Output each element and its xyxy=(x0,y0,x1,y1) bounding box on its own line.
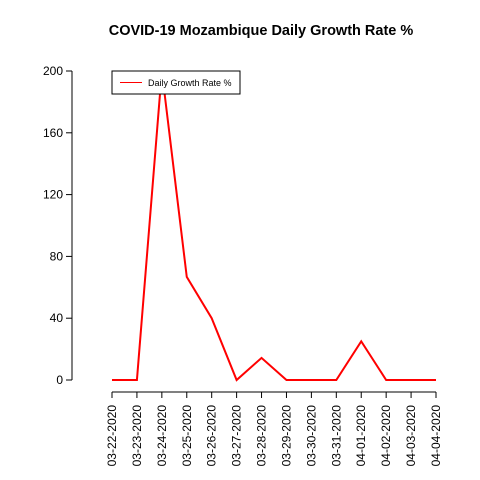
x-tick-label: 03-24-2020 xyxy=(155,405,169,467)
x-tick-label: 03-27-2020 xyxy=(230,405,244,467)
x-tick-label: 04-04-2020 xyxy=(429,405,443,467)
x-tick-label: 04-03-2020 xyxy=(404,405,418,467)
x-tick-label: 03-29-2020 xyxy=(279,405,293,467)
legend-box xyxy=(111,70,241,95)
x-tick-label: 03-31-2020 xyxy=(329,405,343,467)
chart-title: COVID-19 Mozambique Daily Growth Rate % xyxy=(109,23,414,39)
y-tick-label: 0 xyxy=(56,373,63,387)
y-tick-label: 120 xyxy=(43,188,63,202)
y-tick-label: 40 xyxy=(50,311,64,325)
y-tick-label: 80 xyxy=(50,249,64,263)
legend: Daily Growth Rate % xyxy=(111,70,241,95)
x-tick-label: 03-26-2020 xyxy=(205,405,219,467)
x-tick-label: 03-28-2020 xyxy=(255,405,269,467)
legend-label: Daily Growth Rate % xyxy=(148,78,232,88)
x-tick-label: 03-25-2020 xyxy=(180,405,194,467)
x-axis: 03-22-2020 03-23-2020 03-24-2020 03-25-2020… xyxy=(105,391,443,467)
x-tick-label: 03-30-2020 xyxy=(304,405,318,467)
y-tick-label: 200 xyxy=(43,64,63,78)
x-tick-label: 04-02-2020 xyxy=(379,405,393,467)
y-tick-label: 160 xyxy=(43,126,63,140)
x-tick-label: 03-23-2020 xyxy=(130,405,144,467)
x-tick-label: 03-22-2020 xyxy=(105,405,119,467)
x-tick-label: 04-01-2020 xyxy=(354,405,368,467)
series-line-0 xyxy=(112,70,436,382)
series-layer xyxy=(112,70,436,382)
y-axis: 0 40 80 120 160 200 xyxy=(43,64,73,387)
